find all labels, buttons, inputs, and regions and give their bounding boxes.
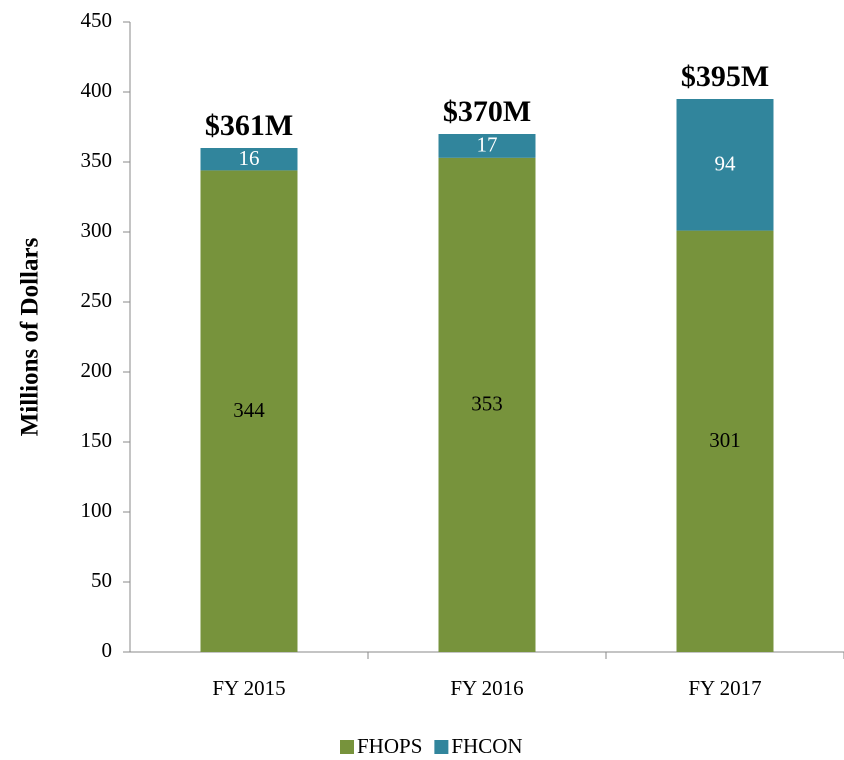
total-label: $370M xyxy=(443,95,531,128)
bar-segment xyxy=(676,230,774,652)
total-label: $395M xyxy=(681,60,769,93)
bar-segment xyxy=(200,148,298,171)
y-tick-label: 350 xyxy=(81,148,113,172)
y-tick-label: 100 xyxy=(81,498,113,522)
x-tick-label: FY 2016 xyxy=(450,676,523,700)
legend-swatch xyxy=(434,740,449,754)
bar-segment xyxy=(438,157,536,653)
data-label: 344 xyxy=(233,398,265,422)
total-label: $361M xyxy=(205,109,293,142)
y-tick-label: 400 xyxy=(81,78,113,102)
y-tick-label: 250 xyxy=(81,288,113,312)
data-label: 353 xyxy=(471,392,503,416)
legend-label: FHCON xyxy=(451,734,522,758)
y-tick-label: 150 xyxy=(81,428,113,452)
legend-swatch xyxy=(340,740,354,754)
data-label: 16 xyxy=(239,146,260,170)
y-tick-label: 50 xyxy=(91,568,112,592)
bar-segment xyxy=(676,99,774,231)
x-tick-label: FY 2017 xyxy=(688,676,761,700)
data-label: 94 xyxy=(715,152,737,176)
y-tick-label: 450 xyxy=(81,8,113,32)
bar-segment xyxy=(200,170,298,652)
data-label: 301 xyxy=(709,428,741,452)
y-tick-label: 200 xyxy=(81,358,113,382)
legend-label: FHOPS xyxy=(357,734,422,758)
bar-segment xyxy=(438,134,536,158)
y-tick-label: 0 xyxy=(102,638,113,662)
y-axis-label: Millions of Dollars xyxy=(17,237,44,436)
data-label: 17 xyxy=(477,133,498,157)
x-tick-label: FY 2015 xyxy=(212,676,285,700)
y-tick-label: 300 xyxy=(81,218,113,242)
